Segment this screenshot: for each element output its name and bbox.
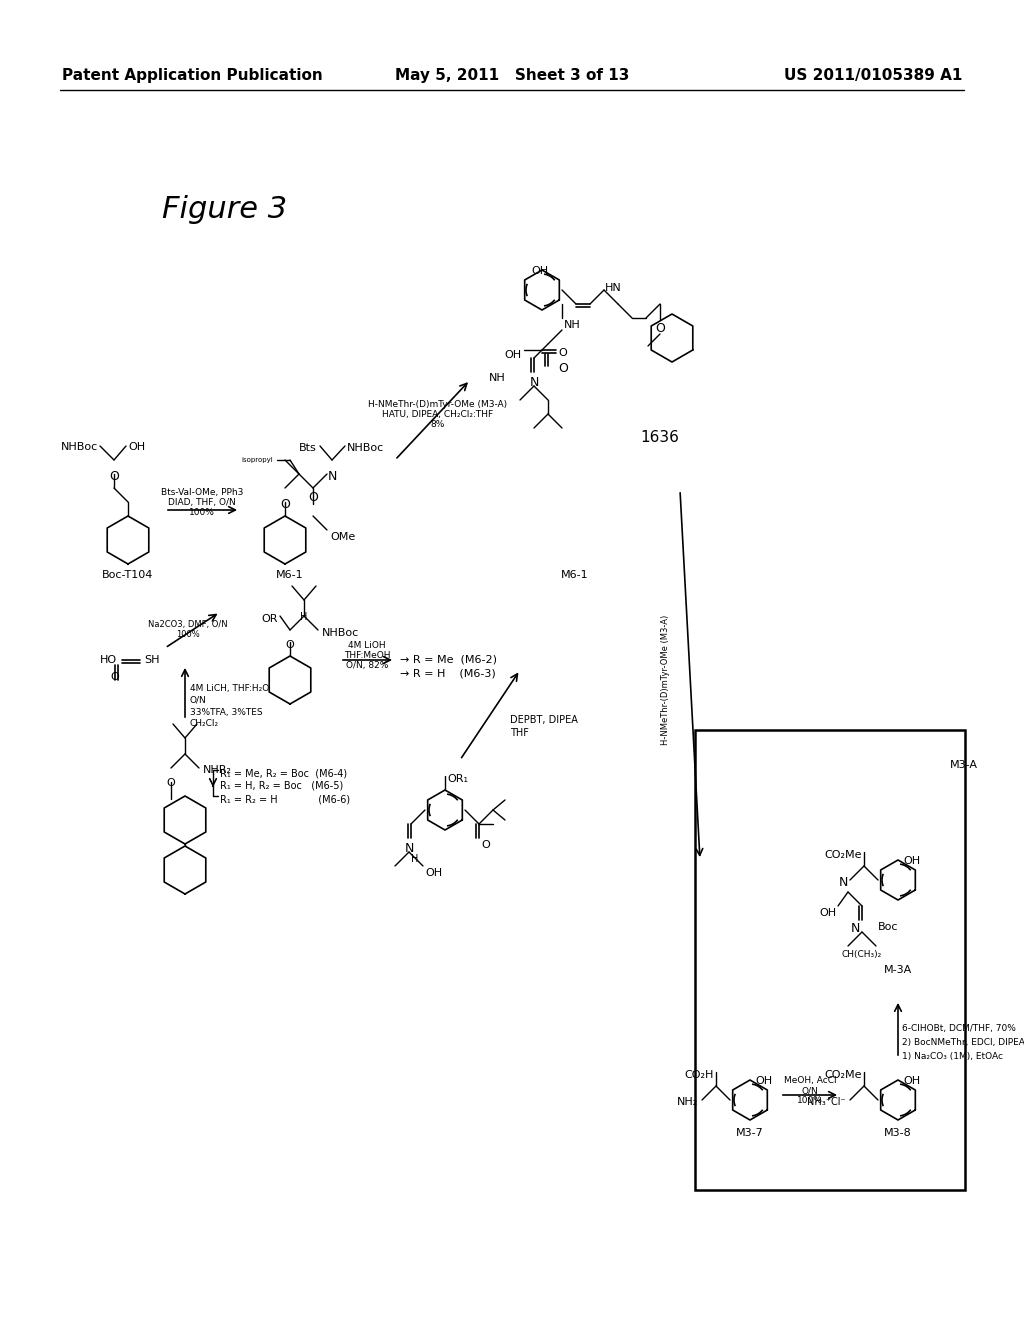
Text: 4M LiOH: 4M LiOH	[348, 642, 386, 649]
Text: R₁ = Me, R₂ = Boc  (M6-4): R₁ = Me, R₂ = Boc (M6-4)	[220, 768, 347, 777]
Text: NHBoc: NHBoc	[60, 442, 98, 451]
Text: 8%: 8%	[431, 420, 445, 429]
Text: → R = H    (M6-3): → R = H (M6-3)	[400, 669, 496, 678]
Text: 2) BocNMeThr, EDCI, DIPEA: 2) BocNMeThr, EDCI, DIPEA	[902, 1038, 1024, 1047]
Text: NH: NH	[489, 374, 506, 383]
Text: M6-1: M6-1	[561, 570, 589, 579]
Text: NH: NH	[564, 319, 581, 330]
Text: OH: OH	[128, 442, 145, 451]
Text: isopropyl: isopropyl	[242, 457, 273, 463]
Text: OH: OH	[531, 267, 549, 276]
Text: SH: SH	[144, 655, 160, 665]
Text: OH: OH	[755, 1076, 772, 1086]
Text: DEPBT, DIPEA: DEPBT, DIPEA	[510, 715, 578, 725]
Text: US 2011/0105389 A1: US 2011/0105389 A1	[783, 69, 962, 83]
Text: M-3A: M-3A	[884, 965, 912, 975]
Text: OH: OH	[425, 869, 442, 878]
Text: 100%: 100%	[189, 508, 215, 517]
Text: N: N	[529, 376, 539, 389]
Text: CO₂H: CO₂H	[685, 1071, 714, 1080]
Text: CH₂Cl₂: CH₂Cl₂	[190, 719, 219, 729]
Text: CO₂Me: CO₂Me	[824, 850, 862, 861]
Text: May 5, 2011   Sheet 3 of 13: May 5, 2011 Sheet 3 of 13	[395, 69, 629, 83]
Text: NHBoc: NHBoc	[347, 444, 384, 453]
Text: NHBoc: NHBoc	[322, 628, 359, 638]
Text: O: O	[280, 498, 290, 511]
Text: O: O	[481, 840, 489, 850]
Text: M6-1: M6-1	[276, 570, 304, 579]
Text: OR₁: OR₁	[447, 774, 468, 784]
Text: O: O	[558, 362, 568, 375]
Text: MeOH, AcCl: MeOH, AcCl	[783, 1076, 837, 1085]
Text: OH: OH	[504, 350, 521, 360]
Text: N: N	[404, 842, 414, 855]
Text: Na2CO3, DMF, O/N: Na2CO3, DMF, O/N	[148, 620, 227, 630]
Text: H: H	[300, 612, 307, 622]
Text: O: O	[110, 470, 119, 483]
Text: O/N: O/N	[802, 1086, 818, 1096]
Text: N: N	[839, 875, 848, 888]
Text: Bts: Bts	[299, 444, 317, 453]
Text: 100%: 100%	[797, 1096, 823, 1105]
Text: O: O	[655, 322, 665, 335]
Text: Figure 3: Figure 3	[162, 195, 287, 224]
Text: NHR₂: NHR₂	[203, 766, 232, 775]
Text: CO₂Me: CO₂Me	[824, 1071, 862, 1080]
Text: Boc: Boc	[878, 921, 898, 932]
Text: N: N	[851, 921, 860, 935]
Text: CH(CH₃)₂: CH(CH₃)₂	[842, 950, 882, 960]
Text: H-NMeThr-(D)mTyr-OMe (M3-A): H-NMeThr-(D)mTyr-OMe (M3-A)	[662, 615, 670, 744]
Text: M3-8: M3-8	[884, 1129, 912, 1138]
Text: → R = Me  (M6-2): → R = Me (M6-2)	[400, 655, 497, 665]
Text: N: N	[328, 470, 337, 483]
Text: DIAD, THF, O/N: DIAD, THF, O/N	[168, 498, 236, 507]
Text: O: O	[167, 777, 175, 788]
Text: R₁ = H, R₂ = Boc   (M6-5): R₁ = H, R₂ = Boc (M6-5)	[220, 781, 343, 791]
Text: O: O	[286, 640, 294, 649]
Text: NH₂: NH₂	[677, 1097, 698, 1107]
Text: H-NMeThr-(D)mTyr-OMe (M3-A): H-NMeThr-(D)mTyr-OMe (M3-A)	[369, 400, 508, 409]
Text: M3-7: M3-7	[736, 1129, 764, 1138]
Text: 1) Na₂CO₃ (1M), EtOAc: 1) Na₂CO₃ (1M), EtOAc	[902, 1052, 1002, 1061]
Text: NH₃⁺Cl⁻: NH₃⁺Cl⁻	[807, 1097, 846, 1107]
Bar	[695, 730, 965, 1191]
Text: Boc-T104: Boc-T104	[102, 570, 154, 579]
Text: O: O	[110, 672, 119, 682]
Text: O/N, 82%: O/N, 82%	[346, 661, 388, 671]
Text: OH: OH	[903, 1076, 921, 1086]
Text: O: O	[558, 348, 566, 358]
Text: 1636: 1636	[640, 430, 679, 445]
Text: 33%TFA, 3%TES: 33%TFA, 3%TES	[190, 708, 262, 717]
Text: OR: OR	[261, 614, 278, 624]
Text: HN: HN	[605, 282, 622, 293]
Text: M3-A: M3-A	[950, 760, 978, 770]
Text: OH: OH	[819, 908, 836, 917]
Text: THF: THF	[510, 729, 528, 738]
Text: 100%: 100%	[176, 630, 200, 639]
Text: R₁ = R₂ = H             (M6-6): R₁ = R₂ = H (M6-6)	[220, 795, 350, 804]
Text: Bts-Val-OMe, PPh3: Bts-Val-OMe, PPh3	[161, 488, 243, 498]
Text: O/N: O/N	[190, 696, 207, 705]
Text: O: O	[308, 491, 317, 504]
Text: 6-ClHOBt, DCM/THF, 70%: 6-ClHOBt, DCM/THF, 70%	[902, 1024, 1016, 1034]
Text: Patent Application Publication: Patent Application Publication	[62, 69, 323, 83]
Text: THF:MeOH: THF:MeOH	[344, 651, 390, 660]
Text: H: H	[411, 854, 419, 865]
Text: OMe: OMe	[330, 532, 355, 543]
Text: 4M LiCH, THF:H₂O: 4M LiCH, THF:H₂O	[190, 684, 269, 693]
Text: HO: HO	[100, 655, 117, 665]
Text: HATU, DIPEA, CH₂Cl₂:THF: HATU, DIPEA, CH₂Cl₂:THF	[382, 411, 494, 418]
Text: OH: OH	[903, 855, 921, 866]
